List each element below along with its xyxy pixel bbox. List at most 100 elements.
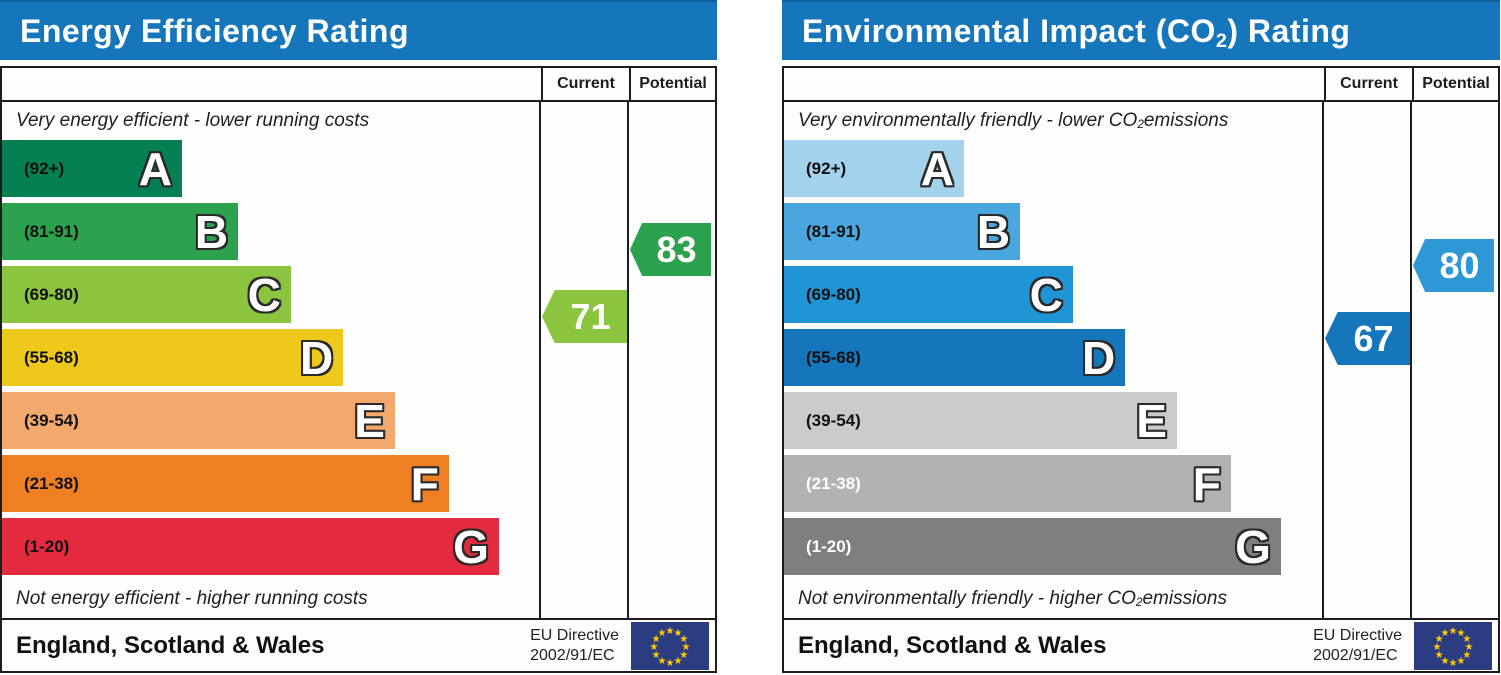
svg-text:★: ★ [650, 642, 659, 653]
band-range-label: (92+) [806, 158, 847, 178]
band-bar: (55-68) D [784, 329, 1126, 386]
table-header-row: Current Potential [2, 68, 715, 102]
band-range-label: (21-38) [24, 473, 79, 493]
band-row-d: (55-68) D [784, 329, 1323, 386]
band-range-label: (55-68) [806, 347, 861, 367]
band-letter: B [194, 205, 229, 258]
potential-column-divider [1410, 102, 1412, 618]
band-range-label: (39-54) [806, 410, 861, 430]
potential-rating-arrow: 83 [630, 223, 711, 276]
band-letter: D [299, 331, 334, 384]
band-letter: G [1235, 520, 1271, 573]
band-letter: B [976, 205, 1011, 258]
potential-rating-arrow: 80 [1413, 239, 1494, 292]
band-range-label: (69-80) [24, 284, 79, 304]
region-label: England, Scotland & Wales [798, 631, 1107, 659]
svg-text:★: ★ [674, 655, 683, 666]
current-column-divider [1322, 102, 1324, 618]
table-footer: England, Scotland & Wales EU Directive 2… [784, 618, 1498, 671]
potential-column-header: Potential [1412, 68, 1498, 100]
band-row-d: (55-68) D [2, 329, 541, 386]
band-letter: D [1081, 331, 1116, 384]
table-header-row: Current Potential [784, 68, 1498, 102]
band-bar: (92+) A [784, 140, 965, 197]
band-area: Very energy efficient - lower running co… [2, 102, 715, 618]
svg-text:★: ★ [1462, 650, 1471, 661]
current-rating-arrow: 67 [1325, 312, 1410, 365]
band-letter: C [247, 268, 281, 321]
bottom-caption: Not environmentally friendly - higher CO… [798, 588, 1227, 609]
band-bar: (69-80) C [2, 266, 291, 323]
eu-flag-icon: ★ ★★ ★★★ ★★★ ★★★ [1414, 621, 1492, 670]
band-bar: (39-54) E [784, 392, 1177, 449]
band-area: Very environmentally friendly - lower CO… [784, 102, 1498, 618]
band-letter: A [138, 142, 173, 195]
band-bar: (81-91) B [784, 203, 1021, 260]
svg-text:★: ★ [1441, 628, 1450, 639]
band-range-label: (1-20) [806, 536, 852, 556]
eu-directive-label: EU Directive 2002/91/EC [530, 626, 619, 664]
chart-title-bar: Energy Efficiency Rating [0, 0, 717, 60]
svg-text:★: ★ [1449, 626, 1458, 637]
top-caption: Very environmentally friendly - lower CO… [798, 110, 1229, 131]
current-column-divider [539, 102, 541, 618]
chart-title: Environmental Impact (CO2) Rating [802, 12, 1351, 53]
svg-text:★: ★ [666, 658, 675, 669]
band-row-e: (39-54) E [784, 392, 1323, 449]
band-row-a: (92+) A [2, 140, 541, 197]
svg-text:★: ★ [652, 650, 661, 661]
band-letter: G [453, 520, 489, 573]
band-row-g: (1-20) G [2, 518, 541, 575]
rating-bands: (92+) A (81-91) B (69-80) C (55-68) D (39-54… [2, 140, 541, 575]
band-row-c: (69-80) C [2, 266, 541, 323]
co2-rating-chart: Environmental Impact (CO2) Rating Curren… [782, 0, 1500, 675]
svg-text:★: ★ [1435, 650, 1444, 661]
band-row-c: (69-80) C [784, 266, 1323, 323]
chart-title: Energy Efficiency Rating [20, 12, 409, 49]
bottom-caption: Not energy efficient - higher running co… [16, 588, 368, 609]
svg-text:★: ★ [1441, 655, 1450, 666]
band-letter: A [920, 142, 955, 195]
svg-text:★: ★ [679, 650, 688, 661]
band-range-label: (81-91) [24, 221, 79, 241]
rating-table: Current Potential Very energy efficient … [0, 66, 717, 673]
svg-text:★: ★ [658, 628, 667, 639]
band-letter: C [1029, 268, 1063, 321]
band-range-label: (55-68) [24, 347, 79, 367]
band-letter: E [354, 394, 385, 447]
band-range-label: (39-54) [24, 410, 79, 430]
table-footer: England, Scotland & Wales EU Directive 2… [2, 618, 715, 671]
chart-title-bar: Environmental Impact (CO2) Rating [782, 0, 1500, 60]
potential-column-divider [627, 102, 629, 618]
top-caption: Very energy efficient - lower running co… [16, 110, 370, 131]
svg-text:★: ★ [652, 634, 661, 645]
band-bar: (55-68) D [2, 329, 344, 386]
band-row-f: (21-38) F [2, 455, 541, 512]
band-row-g: (1-20) G [784, 518, 1323, 575]
band-row-b: (81-91) B [2, 203, 541, 260]
current-rating-arrow: 71 [542, 290, 627, 343]
band-bar: (69-80) C [784, 266, 1073, 323]
band-bar: (1-20) G [784, 518, 1281, 575]
svg-text:★: ★ [1433, 642, 1442, 653]
svg-text:★: ★ [1462, 634, 1471, 645]
rating-table: Current Potential Very environmentally f… [782, 66, 1500, 673]
band-range-label: (69-80) [806, 284, 861, 304]
band-letter: F [1192, 457, 1221, 510]
band-bar: (1-20) G [2, 518, 499, 575]
band-bar: (81-91) B [2, 203, 239, 260]
svg-text:★: ★ [682, 642, 691, 653]
energy-efficiency-chart: Energy Efficiency Rating Current Potenti… [0, 0, 717, 675]
svg-text:★: ★ [674, 628, 683, 639]
svg-text:★: ★ [1435, 634, 1444, 645]
svg-text:★: ★ [1449, 658, 1458, 669]
svg-text:★: ★ [679, 634, 688, 645]
eu-directive-label: EU Directive 2002/91/EC [1313, 626, 1402, 664]
svg-text:★: ★ [1465, 642, 1474, 653]
svg-text:★: ★ [666, 626, 675, 637]
band-row-b: (81-91) B [784, 203, 1323, 260]
region-label: England, Scotland & Wales [16, 631, 325, 659]
eu-flag-icon: ★ ★★ ★★★ ★★★ ★★★ [631, 621, 709, 670]
band-row-f: (21-38) F [784, 455, 1323, 512]
